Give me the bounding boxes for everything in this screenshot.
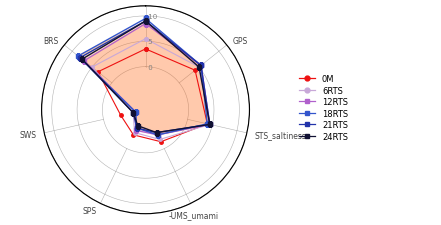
- Text: 5: 5: [146, 39, 152, 45]
- Polygon shape: [78, 22, 210, 135]
- Text: SPS: SPS: [83, 206, 97, 215]
- Text: 10: 10: [146, 14, 157, 20]
- Legend: 0M, 6RTS, 12RTS, 18RTS, 21RTS, 24RTS: 0M, 6RTS, 12RTS, 18RTS, 21RTS, 24RTS: [295, 72, 351, 144]
- Text: STS_saltiness: STS_saltiness: [254, 130, 306, 140]
- Polygon shape: [84, 25, 210, 135]
- Text: 0: 0: [146, 64, 152, 70]
- Text: GPS: GPS: [233, 36, 248, 45]
- Text: BRS: BRS: [43, 36, 58, 45]
- Text: SWS: SWS: [20, 130, 37, 140]
- Text: -UMS_umami: -UMS_umami: [169, 210, 219, 219]
